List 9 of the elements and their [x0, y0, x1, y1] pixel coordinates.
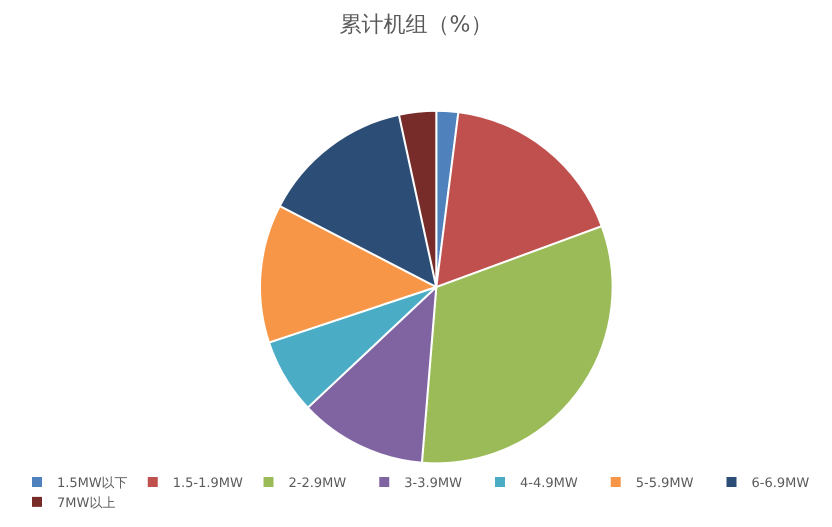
legend-label: 2-2.9MW	[288, 476, 346, 492]
legend-label: 3-3.9MW	[404, 476, 462, 492]
legend-label: 6-6.9MW	[752, 476, 810, 492]
chart-title: 累计机组（%）	[340, 12, 492, 38]
legend-label: 5-5.9MW	[636, 476, 694, 492]
legend-label: 4-4.9MW	[520, 476, 578, 492]
legend-label: 1.5MW以下	[57, 476, 128, 492]
legend-label: 7MW以上	[57, 496, 116, 511]
legend-label: 1.5-1.9MW	[172, 476, 244, 492]
